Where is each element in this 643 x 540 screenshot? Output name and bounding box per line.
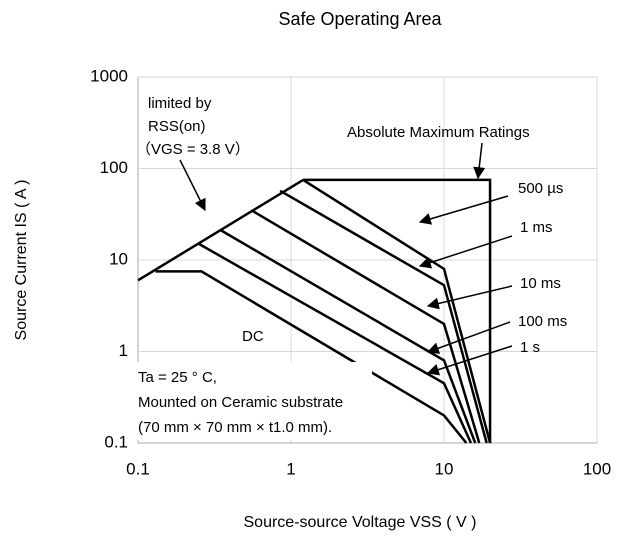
- series-label: 1 ms: [520, 219, 553, 236]
- annotation: Ta = 25 ° C,: [138, 369, 217, 386]
- annotation: (70 mm × 70 mm × t1.0 mm).: [138, 419, 332, 436]
- y-tick-label: 1000: [90, 66, 128, 85]
- y-tick-label: 100: [100, 158, 128, 177]
- annotation: Absolute Maximum Ratings: [347, 124, 530, 141]
- x-tick-label: 10: [435, 459, 454, 478]
- lines: [137, 178, 492, 444]
- grid: [137, 76, 598, 444]
- series-line: [279, 189, 488, 444]
- y-axis-label: Source Current IS ( A ): [13, 180, 30, 341]
- annotation: RSS(on): [148, 118, 206, 135]
- y-tick-label: 1: [119, 341, 128, 360]
- series-label: 500 µs: [518, 180, 563, 197]
- series-line: [137, 178, 304, 282]
- x-tick-label: 0.1: [126, 459, 150, 478]
- series-label: 100 ms: [518, 313, 567, 330]
- series-label: DC: [242, 328, 264, 345]
- x-tick-label: 1: [286, 459, 295, 478]
- x-axis-label: Source-source Voltage VSS ( V ): [244, 514, 477, 531]
- series-line: [302, 178, 492, 444]
- series-line: [220, 229, 477, 444]
- series-line: [303, 178, 492, 443]
- annotation: limited by: [148, 95, 212, 112]
- series-line: [198, 242, 473, 444]
- series-line: [155, 270, 468, 444]
- y-tick-label: 0.1: [104, 432, 128, 451]
- annotation: Mounted on Ceramic substrate: [138, 394, 343, 411]
- series-line: [250, 209, 481, 444]
- x-tick-label: 100: [583, 459, 611, 478]
- series-label: 1 s: [520, 339, 540, 356]
- series-label: 10 ms: [520, 275, 561, 292]
- y-tick-label: 10: [109, 249, 128, 268]
- chart-title: Safe Operating Area: [278, 9, 442, 29]
- arrows: [179, 142, 513, 376]
- annotation: （VGS = 3.8 V）: [136, 141, 250, 158]
- note-box: [132, 362, 372, 440]
